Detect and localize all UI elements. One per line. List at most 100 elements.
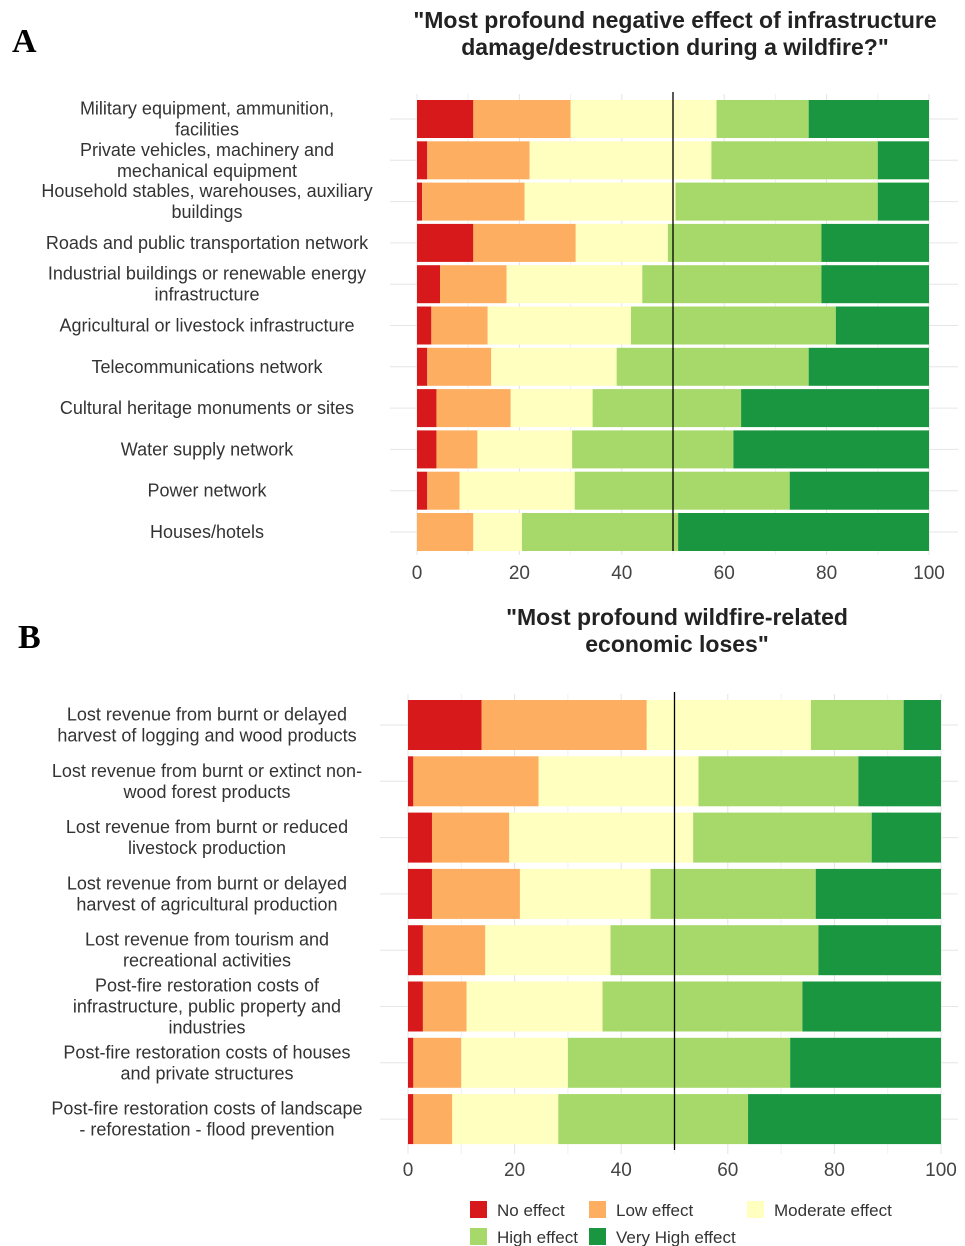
x-tick-label: 80 (824, 1160, 845, 1181)
bar-segment (417, 471, 428, 510)
legend-swatch (747, 1201, 764, 1218)
category-label: Power network (147, 481, 267, 501)
x-tick-label: 40 (611, 1160, 632, 1181)
panel-a-letter: A (12, 23, 37, 60)
bar-segment (408, 1094, 414, 1145)
bar-segment (485, 925, 611, 976)
bar-segment (473, 100, 571, 138)
category-label: Telecommunications network (91, 357, 323, 377)
bar-segment (524, 182, 676, 221)
bar-segment (678, 513, 929, 551)
category-label: buildings (171, 202, 242, 222)
bar-segment (417, 100, 474, 138)
x-tick-label: 60 (714, 563, 735, 584)
category-label: mechanical equipment (117, 161, 297, 181)
legend-item: No effect (470, 1201, 565, 1220)
bar-segment (417, 141, 428, 180)
bar-segment (422, 182, 525, 221)
x-tick-label: 80 (816, 563, 837, 584)
bar-segment (408, 1037, 414, 1088)
x-tick-label: 100 (913, 563, 945, 584)
bar-segment (858, 756, 941, 807)
bar-segment (436, 430, 478, 469)
bar-segment (572, 430, 734, 469)
bar-segment (602, 981, 803, 1032)
panel-a: A "Most profound negative effect of infr… (12, 7, 958, 584)
legend-swatch (589, 1201, 606, 1218)
panel-a-title-line-1: "Most profound negative effect of infras… (413, 7, 936, 33)
bar-segment (431, 306, 488, 345)
category-label: Post-fire restoration costs of landscape (51, 1099, 362, 1119)
category-label: wood forest products (122, 782, 290, 802)
bar-segment (408, 925, 423, 976)
bar-segment (427, 347, 492, 386)
panel-b: B "Most profound wildfire-related econom… (18, 604, 958, 1181)
bar-segment (575, 223, 668, 262)
bar-segment (835, 306, 929, 345)
bar-segment (877, 141, 929, 180)
legend-label: Very High effect (616, 1228, 736, 1246)
bar-segment (818, 925, 941, 976)
bar-segment (417, 347, 428, 386)
category-label: facilities (175, 120, 239, 140)
bar-segment (616, 347, 809, 386)
bar-segment (459, 471, 575, 510)
bar-segment (408, 812, 432, 863)
bar-segment (748, 1094, 941, 1145)
category-label: infrastructure (154, 285, 259, 305)
category-label: harvest of logging and wood products (57, 726, 356, 746)
category-label: and private structures (120, 1063, 293, 1083)
bar-segment (610, 925, 819, 976)
bar-segment (631, 306, 836, 345)
legend-swatch (470, 1201, 487, 1218)
legend-label: High effect (497, 1228, 578, 1246)
bar-segment (417, 265, 441, 304)
bar-segment (417, 389, 437, 428)
bar-segment (642, 265, 822, 304)
category-label: Industrial buildings or renewable energy (48, 264, 366, 284)
category-label: - reforestation - flood prevention (79, 1120, 334, 1140)
bar-segment (413, 756, 539, 807)
bar-segment (790, 1037, 941, 1088)
bar-segment (675, 182, 878, 221)
bar-segment (417, 182, 423, 221)
legend: No effect Low effect Moderate effect High e… (470, 1201, 892, 1246)
category-label: Lost revenue from burnt or delayed (67, 873, 347, 893)
bar-segment (567, 1037, 791, 1088)
bar-segment (871, 812, 941, 863)
x-tick-label: 60 (717, 1160, 738, 1181)
category-label: harvest of agricultural production (76, 894, 337, 914)
bar-segment (741, 389, 929, 428)
category-label: industries (168, 1018, 245, 1038)
category-label: livestock production (128, 838, 286, 858)
bar-segment (461, 1037, 568, 1088)
bar-segment (802, 981, 941, 1032)
bar-segment (473, 223, 576, 262)
bar-segment (810, 700, 904, 750)
bar-segment (481, 700, 647, 750)
bar-segment (491, 347, 617, 386)
bar-segment (789, 471, 929, 510)
category-label: Agricultural or livestock infrastructure (59, 316, 354, 336)
bar-segment (427, 141, 530, 180)
bar-segment (417, 306, 432, 345)
bar-segment (422, 981, 467, 1032)
bar-segment (558, 1094, 749, 1145)
category-label: infrastructure, public property and (73, 997, 341, 1017)
category-label: Private vehicles, machinery and (80, 140, 334, 160)
bar-segment (473, 513, 522, 551)
legend-item: Very High effect (589, 1228, 736, 1246)
category-label: Lost revenue from burnt or delayed (67, 705, 347, 725)
bar-segment (815, 868, 941, 919)
x-tick-label: 20 (509, 563, 530, 584)
x-tick-label: 20 (504, 1160, 525, 1181)
panel-a-title-line-2: damage/destruction during a wildfire?" (461, 34, 889, 60)
bar-segment (698, 756, 859, 807)
bar-segment (477, 430, 573, 469)
x-tick-label: 40 (611, 563, 632, 584)
bar-segment (903, 700, 941, 750)
bar-segment (509, 812, 694, 863)
bar-segment (693, 812, 872, 863)
bar-segment (408, 756, 414, 807)
